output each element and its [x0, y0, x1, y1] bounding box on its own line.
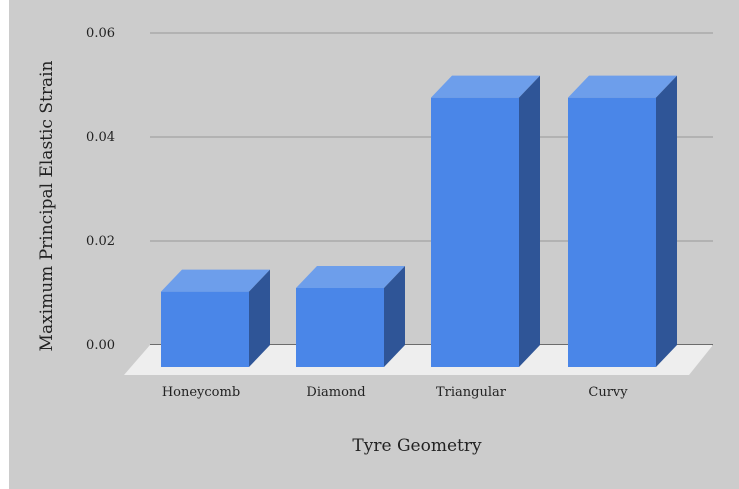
- bar: [296, 265, 405, 367]
- x-category-label: Honeycomb: [162, 385, 240, 400]
- x-category-label: Triangular: [436, 385, 507, 400]
- x-category-label: Curvy: [588, 385, 628, 400]
- bar-top-face: [161, 269, 270, 292]
- bar-side-face: [519, 75, 540, 367]
- y-axis-title: Maximum Principal Elastic Strain: [37, 60, 57, 351]
- y-tick-label: 0.02: [86, 234, 115, 249]
- bar-front-face: [431, 97, 519, 367]
- x-axis-category-labels: Honeycomb Diamond Triangular Curvy: [162, 385, 628, 400]
- y-tick-label: 0.00: [86, 338, 115, 353]
- bar-top-face: [568, 75, 677, 98]
- bar-top-face: [296, 265, 405, 288]
- bar-side-face: [249, 269, 270, 367]
- chart-floor: [124, 345, 713, 375]
- x-axis-title: Tyre Geometry: [352, 436, 482, 456]
- y-tick-label: 0.06: [86, 26, 115, 41]
- y-axis-ticks: 0.00 0.02 0.04 0.06: [86, 26, 115, 353]
- bars: [161, 75, 677, 367]
- bar-side-face: [384, 265, 405, 367]
- x-category-label: Diamond: [306, 385, 365, 400]
- bar: [431, 75, 540, 367]
- y-tick-label: 0.04: [86, 130, 115, 145]
- bar-front-face: [568, 97, 656, 367]
- bar-front-face: [161, 291, 249, 367]
- bar-front-face: [296, 287, 384, 367]
- bar-side-face: [656, 75, 677, 367]
- bar: [568, 75, 677, 367]
- bar: [161, 269, 270, 367]
- bar-top-face: [431, 75, 540, 98]
